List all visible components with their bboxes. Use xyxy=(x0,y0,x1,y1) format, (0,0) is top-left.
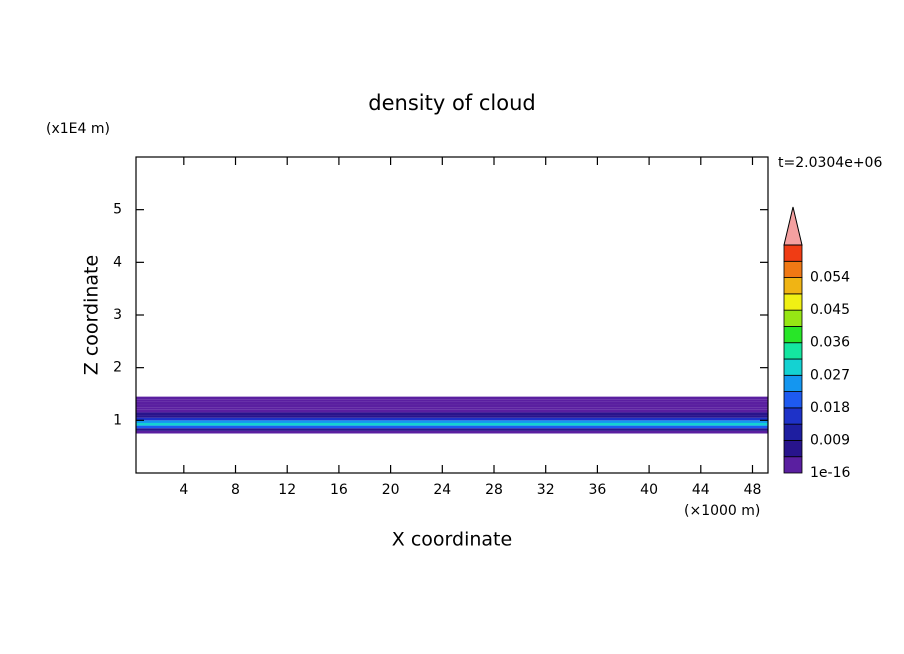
x-tick-label: 20 xyxy=(382,482,400,498)
x-tick-label: 48 xyxy=(744,482,762,498)
density-band xyxy=(136,399,768,402)
y-tick-label: 4 xyxy=(113,254,122,270)
density-band xyxy=(136,425,768,429)
x-tick-label: 32 xyxy=(537,482,555,498)
y-tick-label: 5 xyxy=(113,202,122,218)
colorbar-segment xyxy=(783,309,803,327)
density-band xyxy=(136,407,768,410)
x-tick-label: 36 xyxy=(588,482,606,498)
y-tick-label: 3 xyxy=(113,307,122,323)
colorbar-segment xyxy=(783,440,803,458)
y-axis-label: Z coordinate xyxy=(81,255,103,375)
time-annotation: t=2.0304e+06 xyxy=(778,155,882,171)
colorbar-tick-label: 0.036 xyxy=(810,335,850,351)
x-tick-label: 44 xyxy=(692,482,710,498)
x-axis-label: X coordinate xyxy=(392,529,512,551)
density-band xyxy=(136,422,768,426)
colorbar-segment xyxy=(783,423,803,441)
colorbar-extension xyxy=(783,206,803,246)
x-unit: (×1000 m) xyxy=(684,503,760,519)
colorbar-tick-label: 0.018 xyxy=(810,400,850,416)
colorbar-tick-label: 1e-16 xyxy=(810,465,850,481)
density-band xyxy=(136,396,768,400)
colorbar-segment xyxy=(783,293,803,311)
colorbar-segment xyxy=(783,260,803,278)
colorbar-tick-label: 0.054 xyxy=(810,270,850,286)
colorbar-segment xyxy=(783,407,803,425)
x-tick-label: 24 xyxy=(433,482,451,498)
colorbar-segment xyxy=(783,244,803,262)
x-tick-label: 40 xyxy=(640,482,658,498)
density-band xyxy=(136,412,768,416)
colorbar-segment xyxy=(783,391,803,409)
colorbar-segment xyxy=(783,277,803,295)
colorbar-tick-label: 0.027 xyxy=(810,367,850,383)
colorbar-segment xyxy=(783,358,803,376)
colorbar-segment xyxy=(783,374,803,392)
colorbar-tick-label: 0.045 xyxy=(810,302,850,318)
colorbar-segment xyxy=(783,342,803,360)
x-tick-label: 12 xyxy=(278,482,296,498)
x-tick-label: 4 xyxy=(179,482,188,498)
y-tick-label: 2 xyxy=(113,360,122,376)
density-band xyxy=(136,428,768,431)
chart-title: density of cloud xyxy=(368,91,535,115)
density-band xyxy=(136,420,768,423)
density-band xyxy=(136,409,768,413)
colorbar-segment xyxy=(783,456,803,474)
y-tick-label: 1 xyxy=(113,412,122,428)
x-tick-label: 8 xyxy=(231,482,240,498)
density-band xyxy=(136,430,768,434)
x-tick-label: 28 xyxy=(485,482,503,498)
density-band xyxy=(136,404,768,408)
colorbar-tick-label: 0.009 xyxy=(810,432,850,448)
density-band xyxy=(136,401,768,405)
density-band xyxy=(136,417,768,421)
x-tick-label: 16 xyxy=(330,482,348,498)
density-band xyxy=(136,415,768,418)
y-unit: (x1E4 m) xyxy=(46,121,110,137)
colorbar-segment xyxy=(783,326,803,344)
